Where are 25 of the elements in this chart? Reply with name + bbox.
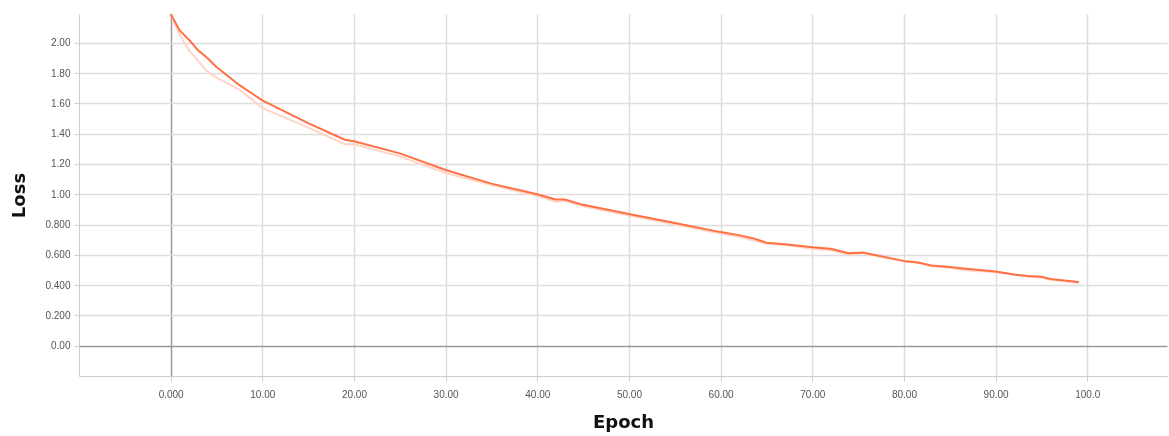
y-tick-label: 1.20 bbox=[51, 158, 71, 170]
y-tick-label: 1.80 bbox=[51, 67, 71, 79]
y-tick-label: 2.00 bbox=[51, 37, 71, 49]
y-tick-label: 1.40 bbox=[51, 128, 71, 140]
x-tick-label: 10.00 bbox=[250, 388, 276, 400]
x-tick-label: 60.00 bbox=[708, 388, 735, 400]
x-tick-label: 0.000 bbox=[158, 388, 185, 400]
y-tick-label: 1.00 bbox=[51, 188, 71, 200]
x-tick-label: 30.00 bbox=[433, 388, 460, 400]
y-tick-label: 0.400 bbox=[45, 279, 71, 291]
x-tick-label: 90.00 bbox=[983, 388, 1010, 400]
y-axis-title: Loss bbox=[8, 172, 30, 219]
y-tick-label: 0.200 bbox=[45, 309, 71, 321]
y-tick-label: 0.800 bbox=[45, 219, 71, 231]
y-tick-label: 0.600 bbox=[45, 249, 71, 261]
x-tick-label: 80.00 bbox=[891, 388, 918, 400]
x-tick-label: 100.0 bbox=[1075, 388, 1101, 400]
x-tick-label: 70.00 bbox=[800, 388, 826, 400]
x-axis-title: Epoch bbox=[592, 410, 655, 432]
x-tick-label: 40.00 bbox=[525, 388, 551, 400]
line-series bbox=[169, 14, 1080, 284]
x-tick-label: 50.00 bbox=[616, 388, 643, 400]
y-tick-label: 0.00 bbox=[51, 340, 71, 352]
x-tick-label: 20.00 bbox=[341, 388, 368, 400]
y-tick-label: 1.60 bbox=[51, 97, 71, 109]
